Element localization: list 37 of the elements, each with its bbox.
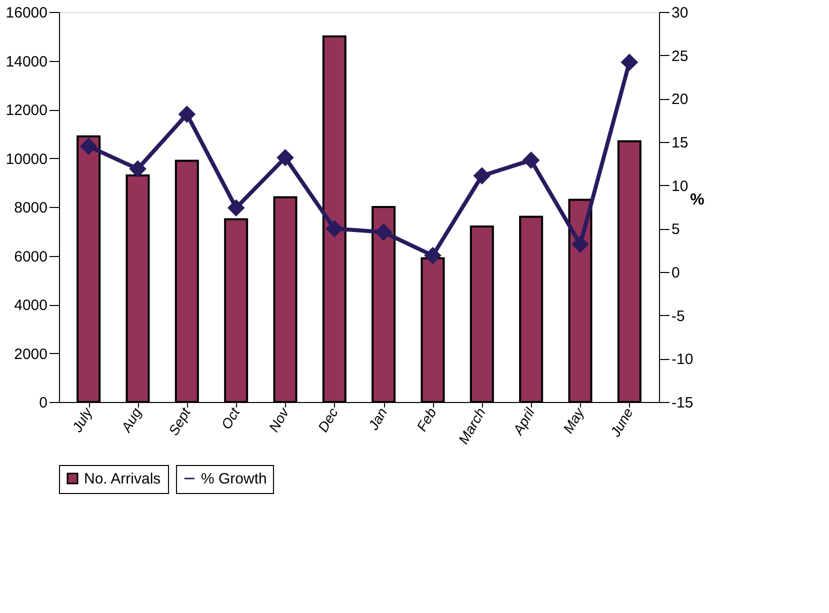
x-tick-label: Jan [364,404,390,434]
y-tick-label: 8000 [14,200,48,216]
point [522,152,540,169]
point [227,199,245,217]
y-tick-label: 10000 [6,150,48,168]
x-tick-label: Oct [218,404,244,432]
point [572,236,589,253]
point [473,167,491,184]
y-tick-label: 6000 [14,248,48,266]
y2-tick-label: -15 [672,394,694,412]
y2-tick-label: 10 [672,178,688,195]
point [80,138,98,155]
y-tick-label: 0 [39,394,48,412]
y2-tick-label: 0 [672,264,680,282]
point [276,148,294,166]
y2-tick-label: 30 [672,4,688,22]
point [178,106,196,123]
y2-tick-label: 15 [672,134,688,152]
y-tick-label: 14000 [6,53,48,70]
y2-tick-label: 25 [672,48,688,65]
y-tick-label: 2000 [14,346,48,363]
point [424,246,442,264]
y2-tick-label: -10 [672,351,694,368]
point [326,220,344,238]
legend-label: % Growth [201,470,267,488]
legend-label: No. Arrivals [84,470,161,488]
x-tick-label: Feb [413,404,440,434]
y2-tick-label: 20 [672,91,688,108]
y2-axis-title: % [690,192,704,208]
y-tick-label: 16000 [6,4,48,22]
point [374,223,392,241]
y2-tick-label: -5 [672,308,685,325]
y-tick-label: 12000 [6,102,48,119]
y2-tick-label: 5 [672,221,680,238]
point [129,160,146,178]
point [620,54,638,71]
y-tick-label: 4000 [14,297,48,314]
